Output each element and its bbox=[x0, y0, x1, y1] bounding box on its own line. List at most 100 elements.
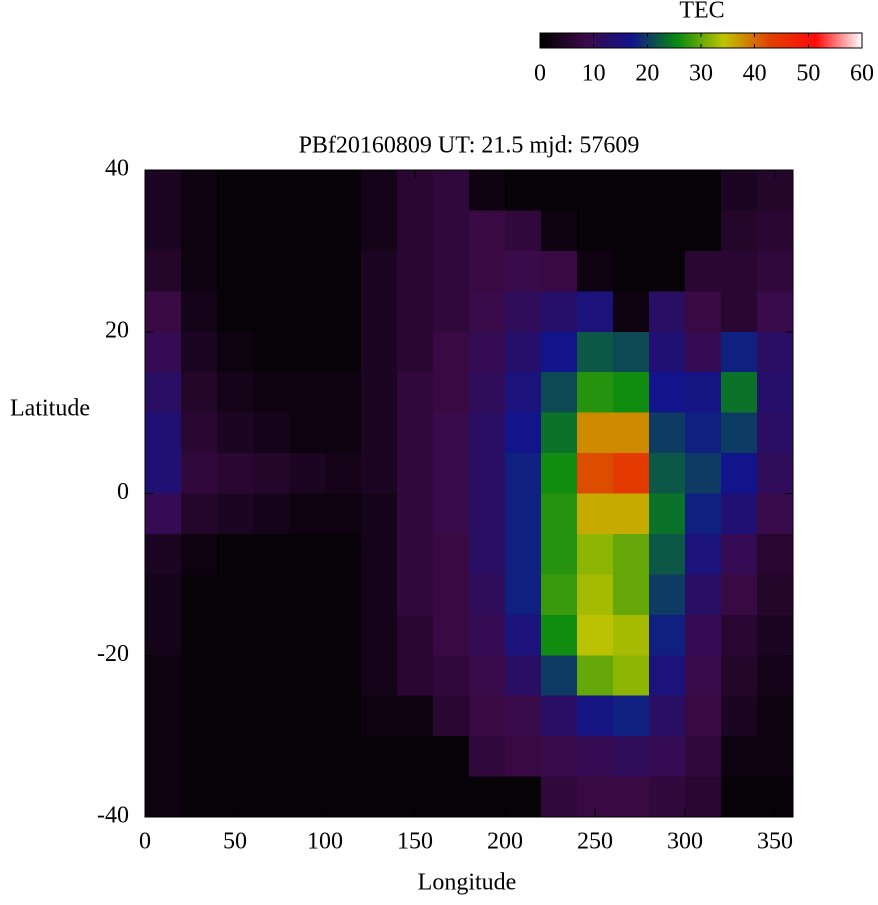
x-tick-label: 250 bbox=[577, 829, 613, 855]
colorbar-swatch bbox=[551, 33, 553, 48]
colorbar-swatch bbox=[743, 33, 745, 48]
heat-cell bbox=[397, 574, 434, 616]
heat-cell bbox=[289, 412, 326, 454]
colorbar-swatch bbox=[577, 33, 579, 48]
heat-cell bbox=[325, 250, 362, 292]
colorbar-swatch bbox=[667, 33, 669, 48]
heat-cell bbox=[613, 170, 650, 211]
colorbar-swatch bbox=[565, 33, 567, 48]
heat-cell bbox=[181, 331, 218, 373]
colorbar-swatch bbox=[562, 33, 564, 48]
colorbar-swatch bbox=[578, 33, 580, 48]
heat-cell bbox=[613, 533, 650, 575]
colorbar-swatch bbox=[683, 33, 685, 48]
colorbar-swatch bbox=[671, 33, 673, 48]
colorbar-swatch bbox=[601, 33, 603, 48]
colorbar-swatch bbox=[583, 33, 585, 48]
colorbar-swatch bbox=[586, 33, 588, 48]
colorbar-swatch bbox=[706, 33, 708, 48]
heat-cell bbox=[253, 170, 290, 211]
colorbar-swatch bbox=[763, 33, 765, 48]
colorbar-swatch bbox=[544, 33, 546, 48]
colorbar-swatch bbox=[630, 33, 632, 48]
heat-cell bbox=[325, 655, 362, 697]
colorbar-swatch bbox=[795, 33, 797, 48]
colorbar-swatch bbox=[791, 33, 793, 48]
colorbar-swatch bbox=[710, 33, 712, 48]
colorbar-swatch bbox=[748, 33, 750, 48]
heat-cell bbox=[505, 614, 542, 656]
heat-cell bbox=[649, 291, 686, 333]
colorbar-swatch bbox=[789, 33, 791, 48]
heat-cell bbox=[361, 210, 398, 252]
colorbar-swatch bbox=[589, 33, 591, 48]
colorbar-swatch bbox=[646, 33, 648, 48]
colorbar-swatch bbox=[655, 33, 657, 48]
colorbar-swatch bbox=[747, 33, 749, 48]
heat-cell bbox=[649, 574, 686, 616]
colorbar-swatch bbox=[605, 33, 607, 48]
colorbar-swatch bbox=[768, 33, 770, 48]
colorbar-swatch bbox=[709, 33, 711, 48]
heat-cell bbox=[469, 493, 506, 535]
colorbar-swatch bbox=[793, 33, 795, 48]
heat-cell bbox=[721, 412, 758, 454]
heat-cell bbox=[757, 574, 794, 616]
colorbar-swatch bbox=[553, 33, 555, 48]
colorbar-swatch bbox=[773, 33, 775, 48]
colorbar-swatch bbox=[785, 33, 787, 48]
heat-cell bbox=[217, 736, 254, 778]
colorbar-swatch bbox=[800, 33, 802, 48]
colorbar-swatch bbox=[832, 33, 834, 48]
heat-cell bbox=[469, 210, 506, 252]
colorbar-swatch bbox=[760, 33, 762, 48]
colorbar-swatch bbox=[648, 33, 650, 48]
heat-cell bbox=[685, 574, 722, 616]
heat-cell bbox=[181, 655, 218, 697]
heat-cell bbox=[253, 736, 290, 778]
colorbar-swatch bbox=[645, 33, 647, 48]
colorbar-swatch bbox=[804, 33, 806, 48]
heat-cell bbox=[505, 776, 542, 818]
heat-cell bbox=[289, 170, 326, 211]
colorbar-swatch bbox=[830, 33, 832, 48]
colorbar-swatch bbox=[606, 33, 608, 48]
heat-cell bbox=[181, 493, 218, 535]
heat-cell bbox=[325, 210, 362, 252]
heat-cell bbox=[397, 655, 434, 697]
heat-cell bbox=[217, 574, 254, 616]
colorbar-swatch bbox=[707, 33, 709, 48]
heat-cell bbox=[721, 331, 758, 373]
colorbar-swatch bbox=[618, 33, 620, 48]
colorbar-swatch bbox=[622, 33, 624, 48]
heat-cell bbox=[757, 655, 794, 697]
heat-cell bbox=[505, 736, 542, 778]
x-tick-label: 100 bbox=[307, 829, 343, 855]
heat-cell bbox=[433, 210, 470, 252]
heat-cell bbox=[217, 655, 254, 697]
colorbar-swatch bbox=[626, 33, 628, 48]
colorbar-swatch bbox=[746, 33, 748, 48]
colorbar-swatch bbox=[669, 33, 671, 48]
heat-cell bbox=[685, 614, 722, 656]
colorbar-tick-label: 0 bbox=[534, 61, 546, 87]
colorbar-swatch bbox=[616, 33, 618, 48]
heat-cell bbox=[253, 614, 290, 656]
heat-cell bbox=[253, 776, 290, 818]
heat-cell bbox=[433, 574, 470, 616]
y-tick-label: -40 bbox=[97, 803, 129, 829]
colorbar-swatch bbox=[660, 33, 662, 48]
heat-cell bbox=[649, 695, 686, 737]
colorbar-swatch bbox=[814, 33, 816, 48]
colorbar-swatch bbox=[567, 33, 569, 48]
heat-cell bbox=[325, 695, 362, 737]
heat-cell bbox=[325, 453, 362, 494]
heat-cell bbox=[685, 736, 722, 778]
colorbar-swatch bbox=[704, 33, 706, 48]
colorbar-swatch bbox=[592, 33, 594, 48]
colorbar-swatch bbox=[750, 33, 752, 48]
colorbar-swatch bbox=[831, 33, 833, 48]
colorbar-swatch bbox=[674, 33, 676, 48]
heat-cell bbox=[649, 614, 686, 656]
heat-cell bbox=[253, 493, 290, 535]
